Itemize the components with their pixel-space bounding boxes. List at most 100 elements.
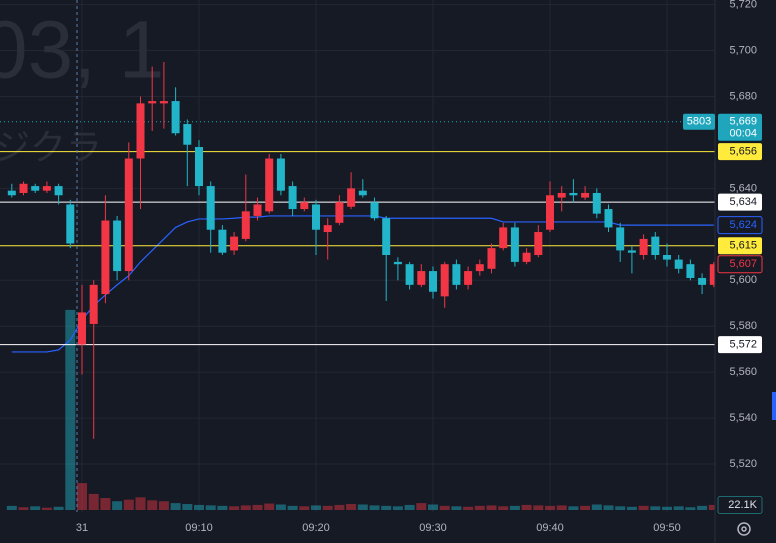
candle-body <box>136 103 145 159</box>
candle-body <box>522 252 531 262</box>
y-tick-label: 5,680 <box>729 90 757 102</box>
candle-body <box>475 264 484 272</box>
volume-bar <box>65 309 76 510</box>
volume-bar <box>334 504 345 510</box>
y-tick-label: 5,540 <box>729 412 757 424</box>
volume-bar <box>240 505 251 510</box>
current-price-label-box <box>717 255 763 274</box>
candle-body <box>218 229 227 253</box>
y-tick-label: 5,560 <box>729 366 757 378</box>
candle-body <box>557 192 566 198</box>
volume-bar <box>100 498 111 510</box>
candle-body <box>604 209 613 228</box>
candle-body <box>651 236 660 255</box>
candle-body <box>171 101 180 134</box>
candle-body <box>7 190 16 196</box>
last-price-box <box>718 113 762 141</box>
candle-body <box>230 236 239 251</box>
plot <box>0 62 715 510</box>
volume-bar <box>439 505 450 510</box>
volume-bar <box>77 483 87 510</box>
volume-bar <box>217 505 228 510</box>
volume-bar <box>486 505 497 510</box>
volume-bar <box>275 504 286 510</box>
candle-body <box>546 195 554 230</box>
volume-bar <box>603 505 614 510</box>
price-line-label: 5,615 <box>729 240 757 252</box>
volume-bar <box>205 505 216 510</box>
candle-body <box>54 186 63 196</box>
volume-bar <box>545 505 555 510</box>
candle-body <box>627 250 636 253</box>
volume-label: 22.1K <box>728 499 757 511</box>
price-line-label-box <box>718 336 762 354</box>
vwap-label: 5,624 <box>729 219 757 231</box>
candle-body <box>288 186 297 210</box>
volume-bar <box>662 506 672 510</box>
candle-body <box>487 248 496 269</box>
candle-body <box>183 124 192 145</box>
price-axis: 5,720 5,700 5,680 5,640 5,600 5,580 5,560 5,540… <box>683 0 763 514</box>
volume-bar <box>416 503 427 510</box>
volume-bar <box>392 506 403 510</box>
volume-bar <box>650 506 661 510</box>
candle-body <box>42 186 51 191</box>
volume-bar <box>580 505 591 510</box>
volume-bar <box>521 504 532 510</box>
candle-body <box>300 202 309 210</box>
candle-body <box>581 192 590 198</box>
volume-bar <box>135 497 146 510</box>
volume-bar <box>123 499 134 510</box>
candle-body <box>370 202 379 219</box>
y-tick-label: 5,580 <box>729 320 757 332</box>
settings-button[interactable] <box>737 522 751 536</box>
price-line-label: 5,572 <box>729 339 757 351</box>
last-price-label: 5,669 <box>729 116 757 128</box>
candle-body <box>195 147 203 187</box>
volume-bar <box>685 507 696 510</box>
scroll-handle[interactable] <box>772 392 776 420</box>
volume-bar <box>299 506 310 510</box>
volume-bar <box>451 506 462 510</box>
candle-body <box>101 220 110 295</box>
y-tick-label: 5,640 <box>729 182 757 194</box>
y-tick-label: 5,700 <box>729 44 757 56</box>
volume-bar <box>264 503 275 510</box>
volume-bar <box>158 501 169 510</box>
symbol-tag: 5803 <box>687 116 711 128</box>
candle-body <box>382 218 391 255</box>
candle-body <box>253 204 262 216</box>
candle-body <box>639 238 648 255</box>
candle-body <box>241 211 250 239</box>
volume-bar <box>112 501 123 510</box>
volume-bar <box>41 507 52 510</box>
candle-body <box>276 158 285 191</box>
price-line-label-box <box>718 237 762 255</box>
volume-bar <box>568 506 579 510</box>
volume-bar <box>369 505 380 510</box>
candle-body <box>265 158 274 212</box>
candle-body <box>464 271 473 285</box>
candle-body <box>19 183 28 193</box>
y-tick-label: 5,520 <box>729 458 757 470</box>
price-line-label-box <box>718 143 762 161</box>
volume-bar <box>18 507 29 510</box>
volume-bar <box>311 505 321 510</box>
candle-body <box>358 190 367 196</box>
candle-body <box>452 264 461 285</box>
candle-body <box>429 271 437 292</box>
volume-bar <box>615 506 626 510</box>
candle-body <box>510 227 519 262</box>
volume-bar <box>322 505 333 510</box>
volume-bar <box>533 505 544 510</box>
volume-bar <box>346 504 357 510</box>
candle-body <box>113 220 122 272</box>
candle-body <box>393 261 402 265</box>
price-line-label: 5,634 <box>729 196 757 208</box>
gear <box>737 522 751 536</box>
y-tick-label: 5,720 <box>729 0 757 11</box>
candle-body <box>31 186 40 191</box>
volume-bar <box>638 505 649 510</box>
candle-body <box>534 232 543 255</box>
